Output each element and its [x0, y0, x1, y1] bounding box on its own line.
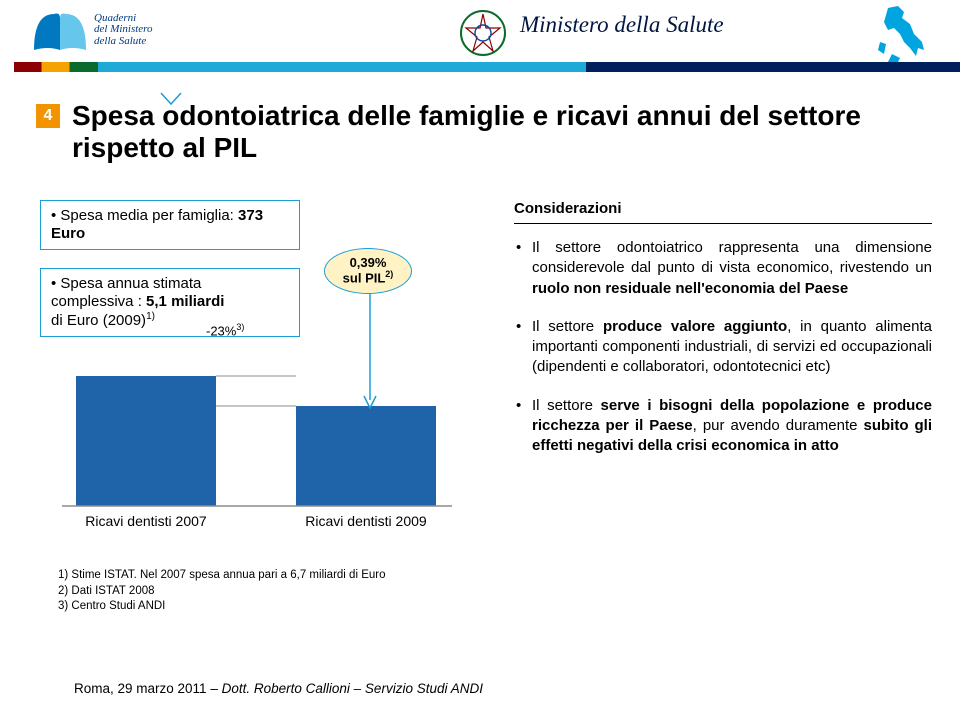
footnote-3: 3) Centro Studi ANDI: [58, 599, 386, 615]
slide-footer: Roma, 29 marzo 2011 – Dott. Roberto Call…: [74, 681, 483, 696]
fact1-prefix: • Spesa media per famiglia:: [51, 207, 238, 224]
footer-author-suffix: – Servizio Studi ANDI: [350, 681, 483, 696]
considerations-list: Il settore odontoiatrico rappresenta una…: [514, 238, 932, 456]
consideration-item: Il settore produce valore aggiunto, in q…: [514, 317, 932, 378]
bar-chart-svg: Ricavi dentisti 2007 Ricavi dentisti 200…: [48, 298, 468, 538]
footer-date: Roma, 29 marzo 2011: [74, 681, 207, 696]
page-header: Quaderni del Ministero della Salute Mini…: [0, 0, 960, 72]
pct-pil-sup: 2): [385, 269, 393, 279]
consideration-item: Il settore serve i bisogni della popolaz…: [514, 396, 932, 457]
footer-author: Roberto Callioni: [254, 681, 350, 696]
right-column: Considerazioni Il settore odontoiatrico …: [514, 200, 932, 474]
xtick-0: Ricavi dentisti 2007: [85, 513, 207, 529]
fact2-l1: • Spesa annua stimata: [51, 275, 289, 293]
ministry-brand-text: Ministero della Salute: [520, 12, 724, 38]
quaderni-logo-text: Quaderni del Ministero della Salute: [94, 13, 153, 48]
considerations-title: Considerazioni: [514, 200, 932, 224]
bar-chart: Ricavi dentisti 2007 Ricavi dentisti 200…: [48, 298, 488, 558]
logo-line: della Salute: [94, 36, 153, 48]
down-arrow-icon: [362, 292, 378, 417]
pct-pil-l2: sul PIL: [343, 271, 386, 286]
pct-pil-val: 0,39%: [350, 256, 387, 270]
navy-strip: [586, 62, 960, 72]
xtick-1: Ricavi dentisti 2009: [305, 513, 427, 529]
footnote-1: 1) Stime ISTAT. Nel 2007 spesa annua par…: [58, 568, 386, 584]
fact-box-1: • Spesa media per famiglia: 373 Euro: [40, 200, 300, 250]
tricolor-strip: [14, 62, 98, 72]
quaderni-logo: Quaderni del Ministero della Salute: [30, 6, 153, 54]
footer-author-prefix: Dott.: [222, 681, 254, 696]
slide-title-row: 4 Spesa odontoiatrica delle famiglie e r…: [36, 100, 930, 164]
cyan-strip: [98, 62, 586, 72]
connector-icon: [160, 92, 182, 106]
footnote-2: 2) Dati ISTAT 2008: [58, 584, 386, 600]
title-badge: 4: [36, 104, 60, 128]
republic-emblem-icon: [458, 8, 508, 63]
footer-sep: –: [207, 681, 222, 696]
footnotes: 1) Stime ISTAT. Nel 2007 spesa annua par…: [58, 568, 386, 615]
pct-pil-oval: 0,39% sul PIL2): [324, 248, 412, 294]
slide-title: Spesa odontoiatrica delle famiglie e ric…: [72, 100, 930, 164]
consideration-item: Il settore odontoiatrico rappresenta una…: [514, 238, 932, 299]
